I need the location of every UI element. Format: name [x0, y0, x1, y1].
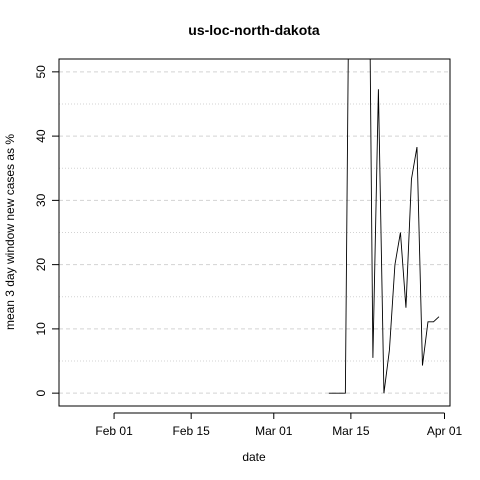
- x-tick-label: Apr 01: [427, 424, 463, 438]
- x-tick-label: Feb 01: [95, 424, 133, 438]
- x-tick-label: Mar 01: [255, 424, 293, 438]
- series-line: [328, 59, 440, 394]
- x-tick-label: Mar 15: [332, 424, 370, 438]
- grid: [59, 71, 450, 394]
- x-tick-label: Feb 15: [172, 424, 210, 438]
- y-tick-label: 10: [34, 322, 48, 336]
- y-axis: 0 10 20 30 40 50: [34, 65, 59, 396]
- series-group: [328, 59, 440, 394]
- y-tick-label: 30: [34, 193, 48, 207]
- chart-title: us-loc-north-dakota: [188, 22, 320, 38]
- x-axis: Feb 01 Feb 15 Mar 01 Mar 15 Apr 01: [95, 412, 463, 438]
- y-axis-label: mean 3 day window new cases as %: [3, 134, 17, 330]
- x-axis-label: date: [242, 450, 266, 464]
- plot-frame: [58, 58, 451, 407]
- y-tick-label: 40: [34, 129, 48, 143]
- y-tick-label: 0: [34, 389, 48, 396]
- y-tick-label: 20: [34, 258, 48, 272]
- y-tick-label: 50: [34, 65, 48, 79]
